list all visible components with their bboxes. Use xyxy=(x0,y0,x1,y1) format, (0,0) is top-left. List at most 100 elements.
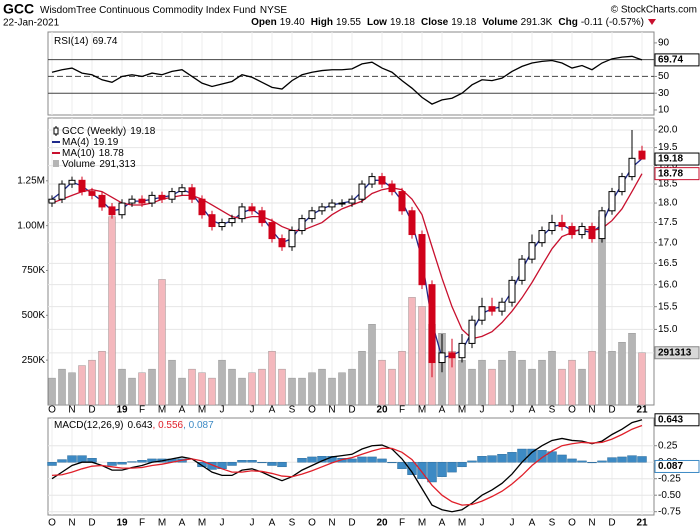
candle-body xyxy=(468,319,476,344)
quote-label: Chg xyxy=(558,17,577,28)
ma4-legend: MA(4) 19.19 xyxy=(62,137,119,148)
y-tick-label: 20.0 xyxy=(658,125,678,136)
value-box-label: 291313 xyxy=(658,347,692,358)
candle-body xyxy=(358,183,366,200)
candle-body xyxy=(178,187,186,193)
candle-body xyxy=(58,183,66,200)
candle-body xyxy=(328,202,336,208)
volume-bar xyxy=(278,368,286,406)
price-title: GCC (Weekly) xyxy=(62,126,126,137)
quote-value: 291.3K xyxy=(521,17,553,28)
x-tick-label: N xyxy=(68,405,75,416)
candle-body xyxy=(428,284,436,364)
candle-body xyxy=(388,183,396,193)
histogram-bar xyxy=(247,460,257,463)
histogram-bar xyxy=(427,462,437,483)
y-tick-label: -0.25 xyxy=(658,473,681,484)
x-tick-label: 21 xyxy=(636,405,648,416)
panel-frame xyxy=(47,117,655,406)
macd-legend: MACD(12,26,9) 0.643, 0.556, 0.087 xyxy=(54,420,214,431)
candle-body xyxy=(148,194,156,204)
candle-body xyxy=(418,234,426,286)
volume-bar xyxy=(328,377,336,406)
histogram-bar xyxy=(487,455,497,463)
x-tick-label: 20 xyxy=(376,518,388,529)
ma10-legend: MA(10) 18.78 xyxy=(62,148,124,159)
x-tick-label: 19 xyxy=(116,518,128,529)
quote-value: 19.18 xyxy=(390,17,415,28)
x-tick-label: N xyxy=(588,518,595,529)
candle-body xyxy=(568,226,576,236)
volume-bar xyxy=(298,377,306,406)
y2-tick-label: 750K xyxy=(22,265,46,276)
signal-last: 0.556 xyxy=(158,420,183,431)
histogram-bar xyxy=(257,462,267,464)
quote-label: High xyxy=(311,17,333,28)
volume-bar xyxy=(528,368,536,406)
candle-body xyxy=(348,198,356,204)
x-tick-label: F xyxy=(399,518,405,529)
quote-value: 19.18 xyxy=(451,17,476,28)
value-box-label: 0.087 xyxy=(658,461,683,472)
volume-bar xyxy=(208,377,216,406)
marks: 907050301069.7420.019.519.018.518.017.51… xyxy=(17,31,700,529)
histogram-bar xyxy=(367,456,377,463)
histogram-bar xyxy=(537,450,547,463)
x-tick-label: 19 xyxy=(116,405,128,416)
histogram-bar xyxy=(417,462,427,479)
x-tick-label: A xyxy=(269,518,276,529)
price-last: 19.18 xyxy=(130,126,155,137)
x-tick-label: N xyxy=(328,405,335,416)
candle-body xyxy=(628,157,636,178)
candle-body xyxy=(448,352,456,359)
volume-bar xyxy=(268,350,276,406)
histogram-bar xyxy=(467,460,477,463)
x-tick-label: J xyxy=(250,405,255,416)
quote-value: 19.55 xyxy=(336,17,361,28)
ma10-name: MA(10) xyxy=(62,148,95,159)
volume-bar xyxy=(418,306,426,406)
histogram-bar xyxy=(357,456,367,463)
x-tick-label: S xyxy=(549,405,556,416)
volume-bar xyxy=(178,377,186,406)
x-tick-label: A xyxy=(179,405,186,416)
candle-body xyxy=(108,206,116,216)
volume-legend: Volume 291,313 xyxy=(62,159,136,170)
x-tick-label: S xyxy=(549,518,556,529)
x-tick-label: M xyxy=(418,405,426,416)
x-tick-label: D xyxy=(608,405,615,416)
volume-bar xyxy=(48,377,56,406)
histogram-bar xyxy=(477,456,487,463)
volume-last: 291,313 xyxy=(99,159,136,170)
y-tick-label: 10 xyxy=(658,105,670,116)
candle-body xyxy=(78,179,86,193)
candle-body xyxy=(538,230,546,244)
value-box xyxy=(654,459,700,473)
histogram-bar xyxy=(507,452,517,463)
quote-value: -0.11 (-0.57%) xyxy=(581,17,644,28)
value-box xyxy=(654,53,700,67)
histogram-bar xyxy=(567,458,577,463)
x-tick-label: O xyxy=(48,518,56,529)
x-tick-label: M xyxy=(418,518,426,529)
quote-label: Low xyxy=(367,17,387,28)
histogram-bar xyxy=(517,448,527,463)
fund-name: WisdomTree Continuous Commodity Index Fu… xyxy=(40,5,256,16)
x-tick-label: A xyxy=(269,405,276,416)
fund-name-line: WisdomTree Continuous Commodity Index Fu… xyxy=(40,5,287,16)
histogram-bar xyxy=(557,454,567,463)
volume-bar xyxy=(598,216,606,406)
separator: , xyxy=(183,420,189,431)
histogram-bar xyxy=(107,462,117,466)
volume-bar xyxy=(538,359,546,406)
histogram-bar xyxy=(437,462,447,477)
candle-body xyxy=(298,218,306,232)
volume-bar xyxy=(238,377,246,406)
candle-body xyxy=(588,226,596,240)
x-tick-label: 20 xyxy=(376,405,388,416)
x-tick-label: J xyxy=(220,518,225,529)
volume-bar xyxy=(318,368,326,406)
volume-bar xyxy=(398,350,406,406)
value-box-label: 19.18 xyxy=(658,154,683,165)
copyright: © StockCharts.com xyxy=(611,5,697,16)
